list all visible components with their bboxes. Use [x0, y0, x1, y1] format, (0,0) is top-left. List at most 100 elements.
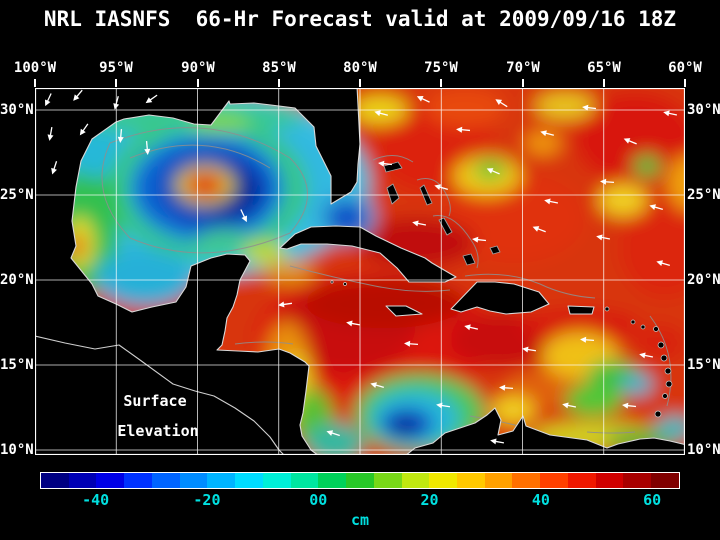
colorbar-segment	[318, 473, 347, 488]
colorbar-segment	[346, 473, 374, 488]
colorbar-segment	[373, 473, 402, 488]
vector-arrow-icon	[79, 123, 89, 136]
vector-arrow-icon	[499, 384, 514, 391]
lon-label: 70°W	[506, 60, 540, 76]
lon-label: 65°W	[587, 60, 621, 76]
axis-tick	[278, 79, 280, 87]
axis-tick	[115, 79, 117, 87]
vector-arrow-icon	[145, 94, 158, 104]
vector-arrow-icon	[378, 160, 393, 167]
axis-tick	[603, 79, 605, 87]
vector-arrow-icon	[73, 89, 83, 101]
vector-arrow-icon	[600, 178, 615, 185]
page-title: NRL IASNFS 66-Hr Forecast valid at 2009/…	[43, 7, 677, 31]
vector-arrow-icon	[412, 220, 427, 227]
cuba-island	[279, 225, 457, 283]
bathymetry-contours	[101, 127, 672, 434]
puerto-rico-island	[567, 305, 595, 315]
colorbar-tick-label: 40	[531, 491, 550, 509]
colorbar-segment	[68, 473, 97, 488]
vector-arrow-icon	[434, 184, 448, 191]
colorbar-segment	[540, 473, 568, 488]
lon-label: 85°W	[262, 60, 296, 76]
colorbar-segment	[41, 473, 69, 488]
lon-label: 100°W	[13, 60, 57, 76]
lat-label: 15°N	[0, 357, 34, 373]
vector-arrow-icon	[582, 104, 597, 111]
vector-arrow-icon	[144, 140, 151, 155]
grid-lines	[35, 88, 685, 455]
axis-tick	[522, 79, 524, 87]
bahamas-islands	[383, 161, 501, 266]
vector-arrow-icon	[490, 438, 505, 445]
wind-vectors	[45, 89, 678, 445]
lon-label: 95°W	[99, 60, 133, 76]
vector-arrow-icon	[532, 226, 546, 233]
vector-arrow-icon	[278, 301, 293, 308]
south-america-landmass	[405, 407, 685, 455]
lat-label: 25°N	[687, 187, 720, 203]
axis-tick	[34, 79, 36, 87]
lat-label: 10°N	[687, 442, 720, 458]
axis-tick	[359, 79, 361, 87]
vector-arrow-icon	[326, 430, 340, 437]
vector-arrow-icon	[495, 99, 508, 108]
colorbar	[40, 472, 680, 489]
colorbar-tick-label: 60	[643, 491, 662, 509]
vector-arrow-icon	[623, 138, 637, 145]
vector-arrow-icon	[622, 402, 637, 409]
lat-label: 20°N	[0, 272, 34, 288]
vector-arrow-icon	[45, 93, 52, 107]
lon-label: 75°W	[424, 60, 458, 76]
colorbar-segment	[207, 473, 236, 488]
vector-arrow-icon	[580, 336, 595, 343]
vector-arrow-icon	[663, 110, 678, 117]
colorbar-segment	[262, 473, 291, 488]
vector-arrow-icon	[522, 346, 537, 353]
vector-arrow-icon	[404, 340, 419, 347]
pacific-coastline	[35, 335, 285, 455]
vector-arrow-icon	[656, 260, 670, 267]
axis-tick	[440, 79, 442, 87]
colorbar-segment	[151, 473, 180, 488]
colorbar-unit: cm	[350, 511, 370, 529]
colorbar-segment	[567, 473, 596, 488]
colorbar-segment	[401, 473, 430, 488]
vector-arrow-icon	[113, 96, 120, 110]
vector-arrow-icon	[562, 402, 577, 409]
lon-label: 60°W	[668, 60, 702, 76]
colorbar-segment	[429, 473, 458, 488]
lat-label: 10°N	[0, 442, 34, 458]
colorbar-segment	[96, 473, 125, 488]
lat-label: 25°N	[0, 187, 34, 203]
vector-arrow-icon	[544, 198, 559, 205]
colorbar-segment	[290, 473, 319, 488]
map-frame	[35, 88, 685, 455]
colorbar-tick-label: -20	[193, 491, 221, 509]
colorbar-segment	[651, 473, 679, 488]
axis-tick	[197, 79, 199, 87]
vector-arrow-icon	[416, 96, 430, 103]
vector-arrow-icon	[596, 234, 611, 241]
surface-label-line2: Elevation	[117, 422, 198, 440]
vector-arrow-icon	[639, 352, 654, 359]
hispaniola-island	[450, 281, 550, 315]
jamaica-island	[385, 305, 423, 317]
vector-arrow-icon	[540, 130, 554, 137]
colorbar-tick-label: 20	[420, 491, 439, 509]
vector-arrow-icon	[649, 204, 663, 211]
vector-arrow-icon	[456, 126, 471, 133]
colorbar-segment	[512, 473, 541, 488]
colorbar-segment	[179, 473, 208, 488]
lon-label: 80°W	[343, 60, 377, 76]
vector-arrow-icon	[472, 236, 487, 243]
colorbar-ticks: -40 -20 00 20 40 60	[40, 491, 680, 509]
vector-arrow-icon	[51, 161, 58, 175]
lat-label: 15°N	[687, 357, 720, 373]
colorbar-segment	[235, 473, 263, 488]
colorbar-segment	[484, 473, 513, 488]
colorbar-segment	[623, 473, 652, 488]
vector-arrow-icon	[464, 324, 479, 331]
map-canvas: Surface Elevation	[35, 88, 685, 455]
axis-tick	[684, 79, 686, 87]
